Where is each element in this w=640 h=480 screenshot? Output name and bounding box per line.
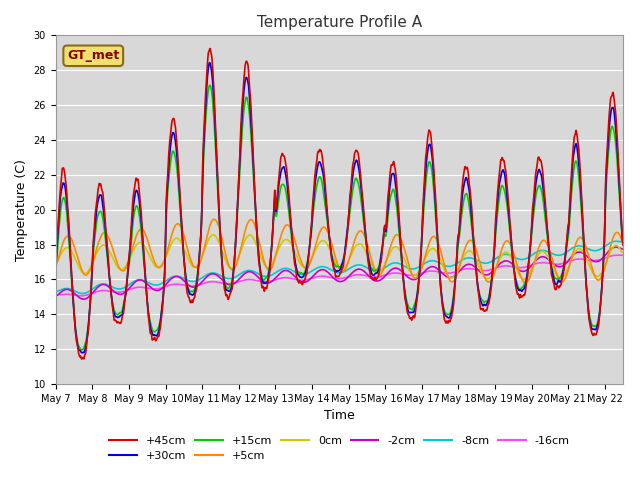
-16cm [268,278,275,284]
+30cm [165,163,173,169]
+15cm [216,234,224,240]
Line: 0cm: 0cm [56,235,623,279]
-16cm [216,280,223,286]
-8cm [165,276,173,282]
-8cm [216,272,223,278]
+30cm [620,242,627,248]
-16cm [620,252,627,258]
0cm [216,241,223,247]
+15cm [268,244,276,250]
+45cm [482,307,490,313]
-16cm [154,286,162,292]
+45cm [78,356,86,362]
+45cm [268,244,276,250]
0cm [209,232,217,238]
Title: Temperature Profile A: Temperature Profile A [257,15,422,30]
-2cm [612,244,620,250]
X-axis label: Time: Time [324,409,355,422]
+15cm [154,326,162,332]
Line: -8cm: -8cm [56,241,623,293]
-8cm [620,239,627,245]
+5cm [545,245,552,251]
+45cm [206,46,214,51]
Line: +30cm: +30cm [56,63,623,353]
-8cm [481,260,489,266]
+45cm [154,333,162,339]
0cm [52,260,60,266]
-8cm [52,288,60,294]
+45cm [620,242,627,248]
Line: +15cm: +15cm [56,85,623,350]
Line: +45cm: +45cm [56,48,623,359]
0cm [620,250,627,255]
-8cm [154,282,162,288]
0cm [164,248,172,254]
-2cm [545,256,552,262]
0cm [545,255,552,261]
-2cm [620,246,627,252]
-2cm [481,272,489,278]
-8cm [79,290,86,296]
Y-axis label: Temperature (C): Temperature (C) [15,159,28,261]
-8cm [612,239,620,244]
-16cm [77,293,84,299]
+5cm [620,239,627,245]
-2cm [216,275,223,280]
+5cm [481,276,489,282]
-2cm [154,288,162,293]
+15cm [165,177,173,183]
Line: -16cm: -16cm [56,255,623,296]
-16cm [165,283,173,288]
+30cm [216,230,224,236]
+30cm [205,60,213,66]
+45cm [165,152,173,158]
+45cm [216,230,224,236]
+5cm [154,264,161,270]
+5cm [522,280,529,286]
-16cm [615,252,623,258]
-2cm [80,296,88,302]
+30cm [154,330,162,336]
Legend: +45cm, +30cm, +15cm, +5cm, 0cm, -2cm, -8cm, -16cm: +45cm, +30cm, +15cm, +5cm, 0cm, -2cm, -8… [105,431,574,466]
-2cm [165,278,173,284]
0cm [268,263,275,268]
-16cm [52,292,60,298]
-16cm [481,268,489,274]
+30cm [545,243,552,249]
+5cm [164,244,172,250]
+30cm [52,260,60,266]
+15cm [206,83,214,88]
Line: -2cm: -2cm [56,247,623,299]
+45cm [52,260,60,266]
0cm [154,264,161,270]
+5cm [211,216,218,222]
-8cm [268,272,275,278]
+45cm [545,242,552,248]
Line: +5cm: +5cm [56,219,623,283]
+5cm [52,261,60,267]
+30cm [268,242,276,248]
+30cm [78,350,86,356]
+30cm [482,302,490,308]
+15cm [52,266,60,272]
Text: GT_met: GT_met [67,49,120,62]
-8cm [545,249,552,255]
+5cm [268,265,275,271]
0cm [481,275,489,280]
-2cm [52,293,60,299]
+15cm [482,299,490,304]
+15cm [620,240,627,246]
+15cm [545,245,552,251]
-16cm [545,260,552,266]
+5cm [216,227,223,233]
0cm [520,276,528,282]
-2cm [268,279,275,285]
+15cm [78,347,86,353]
